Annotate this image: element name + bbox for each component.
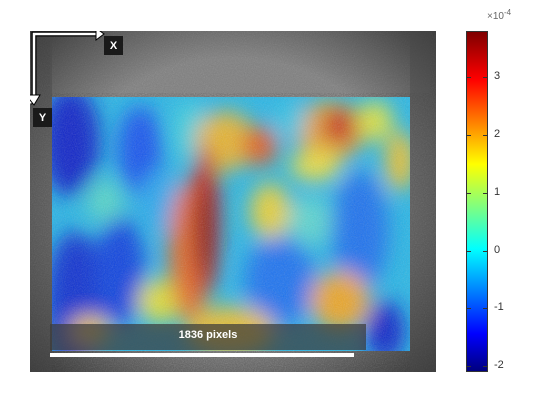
x-arrow-icon [95,31,105,41]
colorbar-tick-mark [483,250,487,252]
colorbar-tick-mark [483,77,487,79]
axis-indicator [30,31,105,106]
x-axis-label: X [104,36,123,55]
colorbar-tick-label: -1 [494,301,504,314]
colorbar-tick-mark [467,308,471,310]
scale-label: 1836 pixels [178,329,238,341]
colorbar-tick-label: -2 [494,359,504,372]
y-axis-label: Y [33,108,52,127]
colorbar-tick-mark [483,308,487,310]
strain-overlay-image [30,31,436,372]
colorbar-tick-label: 3 [494,70,501,83]
colorbar-multiplier-prefix: ×10 [487,11,504,22]
colorbar-multiplier-exponent: -4 [503,8,512,17]
scale-bar-line [50,353,354,357]
colorbar-multiplier: ×10-4 [487,8,512,22]
colorbar-tick-mark [483,135,487,137]
colorbar-tick-label: 2 [494,128,501,141]
colorbar-tick-mark [467,77,471,79]
colorbar-tick-mark [467,366,471,368]
colorbar [466,31,488,372]
colorbar-tick-mark [483,366,487,368]
colorbar-tick-mark [467,250,471,252]
strain-field [52,97,410,351]
colorbar-tick-label: 1 [494,185,501,198]
colorbar-tick-mark [467,135,471,137]
scale-label-box: 1836 pixels [50,324,366,350]
colorbar-tick-label: 0 [494,243,501,256]
colorbar-tick-mark [467,192,471,194]
y-arrow-icon [30,94,41,106]
colorbar-tick-mark [483,192,487,194]
right-grip-edge [410,31,436,372]
